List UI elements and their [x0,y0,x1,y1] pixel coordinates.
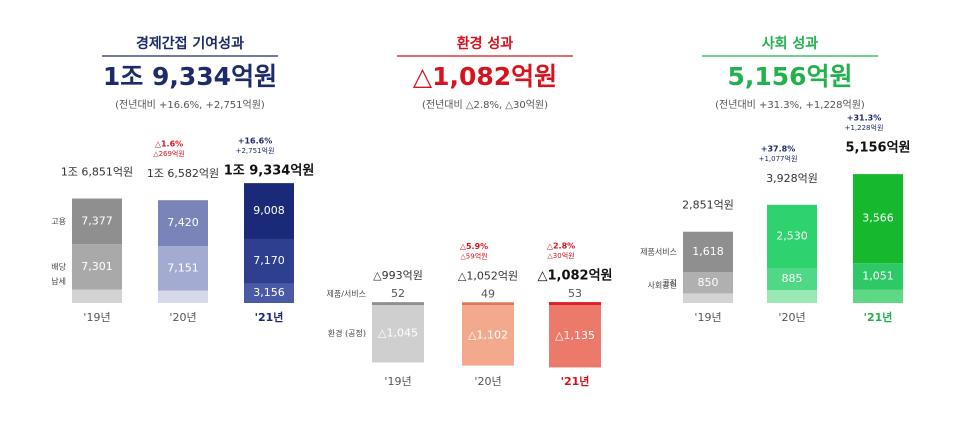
series-label: 제품서비스 [640,247,677,256]
category-label: '20년 [778,311,805,324]
bar-segment [767,204,817,269]
panel-headline: 5,156억원 [727,62,852,91]
change-label: △2.8% [547,242,575,251]
segment-label: 850 [698,276,719,289]
panel-headline: △1,082억원 [413,62,557,91]
segment-label: 7,151 [167,261,199,274]
total-label: △1,052억원 [458,269,518,282]
total-label: 1조 6,851억원 [61,166,133,179]
change-label: +1,077억원 [759,154,798,163]
bar-segment [72,244,122,290]
total-label: △993억원 [373,269,423,282]
bar-segment [244,238,294,284]
panel-headline: 1조 9,334억원 [103,62,277,91]
category-label: '21년 [561,374,590,388]
segment-label: △1,135 [555,329,595,342]
change-label: +31.3% [847,114,881,123]
bar-segment [244,183,294,239]
total-label: △1,082억원 [537,269,612,284]
segment-label: △1,102 [468,328,508,341]
total-label: 3,928억원 [766,172,818,185]
series-label: 사회공헌 [648,281,677,290]
category-label: '21년 [255,310,284,324]
change-label: +16.6% [238,137,272,146]
category-label: '19년 [694,311,721,324]
change-label: △5.9% [460,242,488,251]
segment-label: 1,618 [692,245,724,258]
panel-subtitle: (전년대비 △2.8%, △30억원) [422,99,548,111]
series-label: 환경 (공정) [328,328,366,338]
bar-segment [767,268,817,291]
bar-segment [462,302,514,305]
panel-title: 환경 성과 [457,35,514,52]
segment-label: △1,045 [378,327,418,340]
change-label: +2,751억원 [236,146,275,155]
bar-segment [683,272,733,294]
bar-segment [158,246,208,291]
segment-label: 7,420 [167,216,199,229]
bar-segment [244,283,294,303]
bar-segment [853,263,903,290]
segment-label: 7,301 [81,260,113,273]
segment-label: 1,051 [862,269,894,282]
category-label: '21년 [864,310,893,324]
category-label: '19년 [384,375,411,388]
panel-subtitle: (전년대비 +16.6%, +2,751억원) [115,99,265,111]
segment-label: 53 [568,287,582,300]
change-label: +1,228억원 [845,123,884,132]
series-label: 납세 [51,277,66,286]
change-label: +37.8% [761,144,795,153]
total-label: 1조 9,334억원 [224,164,315,179]
segment-label: 7,170 [253,254,285,267]
series-label: 배당 [51,261,66,271]
bar-segment [72,289,122,303]
category-label: '20년 [474,375,501,388]
panel-title: 사회 성과 [762,36,819,52]
series-label: 고용 [51,217,66,226]
segment-label: 9,008 [253,204,285,217]
bar-segment [158,200,208,247]
bar-segment [372,305,424,363]
segment-label: 49 [481,287,495,300]
category-label: '20년 [169,311,196,324]
bar-segment [158,290,208,303]
series-label: 공정 [662,277,677,287]
bar-segment [72,198,122,245]
segment-label: 52 [391,287,405,300]
bar-segment [683,293,733,303]
segment-label: 3,156 [253,286,285,299]
change-label: △59억원 [460,251,487,260]
segment-label: 3,566 [862,212,894,225]
segment-label: 885 [782,272,803,285]
total-label: 2,851억원 [682,199,734,212]
bar-segment [372,302,424,305]
change-label: △269억원 [153,149,185,158]
panel-subtitle: (전년대비 +31.3%, +1,228억원) [715,99,865,111]
category-label: '19년 [83,311,110,324]
change-label: △1.6% [155,140,183,149]
bar-segment [683,231,733,273]
change-label: △30억원 [547,251,574,260]
segment-label: 2,530 [776,229,808,242]
bar-segment [767,290,817,303]
total-label: 5,156억원 [845,141,910,156]
segment-label: 7,377 [81,214,113,227]
panel-title: 경제간접 기여성과 [136,35,244,52]
bar-segment [549,302,601,305]
bar-segment [853,174,903,264]
series-label: 제품/서비스 [327,290,367,299]
bar-segment [853,289,903,303]
total-label: 1조 6,582억원 [147,167,219,180]
bar-segment [549,305,601,368]
bar-segment [462,305,514,366]
